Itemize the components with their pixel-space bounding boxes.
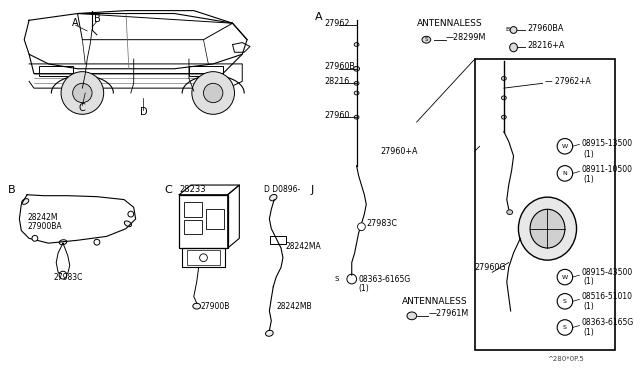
- Text: 08915-13500: 08915-13500: [581, 139, 632, 148]
- Bar: [189, 66, 223, 76]
- Text: S: S: [563, 325, 567, 330]
- Text: S: S: [563, 299, 567, 304]
- Text: —28299M: —28299M: [445, 33, 486, 42]
- Ellipse shape: [266, 330, 273, 336]
- Text: W: W: [562, 275, 568, 280]
- Text: A: A: [72, 18, 79, 28]
- Circle shape: [32, 235, 38, 241]
- Bar: [475, 59, 615, 350]
- Text: 27900B: 27900B: [200, 302, 230, 311]
- Text: 27960: 27960: [324, 111, 350, 120]
- Circle shape: [128, 211, 134, 217]
- Text: B: B: [93, 15, 100, 24]
- Ellipse shape: [407, 312, 417, 320]
- Text: 28233: 28233: [179, 185, 206, 194]
- Text: — 27962+A: — 27962+A: [545, 77, 590, 86]
- Text: 27960G: 27960G: [475, 263, 506, 272]
- Ellipse shape: [22, 199, 29, 204]
- Text: 08516-51010: 08516-51010: [581, 292, 632, 301]
- Text: D: D: [140, 108, 147, 117]
- Circle shape: [204, 83, 223, 103]
- Text: S: S: [424, 37, 428, 42]
- Ellipse shape: [507, 210, 513, 215]
- Ellipse shape: [354, 81, 359, 85]
- Text: 28242M: 28242M: [27, 212, 58, 221]
- Text: 27960B: 27960B: [324, 62, 355, 71]
- Text: (1): (1): [583, 278, 594, 286]
- Text: ^280*0P.5: ^280*0P.5: [547, 356, 584, 362]
- Text: 27960BA: 27960BA: [527, 23, 563, 33]
- Text: 08363-6165G: 08363-6165G: [358, 275, 411, 283]
- Text: J: J: [310, 185, 314, 195]
- Text: —27961M: —27961M: [428, 310, 468, 318]
- Circle shape: [61, 72, 104, 114]
- Ellipse shape: [530, 209, 565, 248]
- Text: N: N: [563, 171, 567, 176]
- Text: A: A: [315, 12, 323, 22]
- Text: 27983C: 27983C: [53, 273, 83, 282]
- Text: (1): (1): [358, 284, 369, 293]
- Text: 27983C: 27983C: [366, 219, 397, 228]
- Ellipse shape: [354, 66, 360, 71]
- Bar: [182, 248, 225, 267]
- Text: 28242MA: 28242MA: [286, 241, 322, 251]
- Text: C: C: [79, 103, 86, 112]
- Text: 28242MB: 28242MB: [276, 302, 312, 311]
- Text: (1): (1): [583, 175, 594, 184]
- Text: (1): (1): [583, 150, 594, 158]
- Text: 28216+A: 28216+A: [527, 41, 564, 50]
- Bar: [179, 195, 228, 248]
- Circle shape: [73, 83, 92, 103]
- Ellipse shape: [502, 115, 506, 119]
- Bar: [184, 202, 202, 217]
- Text: ANTENNALESS: ANTENNALESS: [417, 19, 483, 28]
- Text: (1): (1): [583, 302, 594, 311]
- Ellipse shape: [193, 303, 200, 309]
- Bar: [206, 209, 224, 229]
- Text: 08915-43500: 08915-43500: [581, 268, 633, 277]
- Ellipse shape: [502, 77, 506, 80]
- Ellipse shape: [510, 27, 517, 33]
- Text: 27900BA: 27900BA: [27, 222, 61, 231]
- Ellipse shape: [354, 115, 359, 119]
- Text: 08363-6165G: 08363-6165G: [581, 318, 634, 327]
- Circle shape: [358, 223, 365, 231]
- Text: D D0896-: D D0896-: [264, 185, 300, 194]
- Ellipse shape: [269, 195, 277, 201]
- Ellipse shape: [124, 221, 131, 227]
- Text: 28216: 28216: [324, 77, 350, 86]
- Text: 27960+A: 27960+A: [381, 147, 419, 155]
- Text: (1): (1): [583, 328, 594, 337]
- Text: 08911-10500: 08911-10500: [581, 165, 632, 174]
- Bar: [187, 250, 220, 266]
- Text: S: S: [335, 276, 339, 282]
- Bar: [270, 236, 286, 244]
- Text: ANTENNALESS: ANTENNALESS: [402, 297, 468, 306]
- Text: W: W: [562, 144, 568, 149]
- Ellipse shape: [354, 67, 359, 71]
- Text: C: C: [164, 185, 172, 195]
- Circle shape: [192, 72, 234, 114]
- Text: B: B: [506, 28, 509, 32]
- Circle shape: [94, 239, 100, 245]
- Ellipse shape: [422, 36, 431, 43]
- Ellipse shape: [509, 43, 517, 52]
- Text: 27962: 27962: [324, 19, 350, 28]
- Circle shape: [59, 271, 67, 279]
- Bar: [39, 66, 73, 76]
- Bar: [184, 220, 202, 234]
- Ellipse shape: [502, 96, 506, 100]
- Text: B: B: [8, 185, 15, 195]
- Ellipse shape: [354, 42, 359, 46]
- Ellipse shape: [518, 197, 577, 260]
- Ellipse shape: [59, 240, 67, 245]
- Ellipse shape: [354, 91, 359, 95]
